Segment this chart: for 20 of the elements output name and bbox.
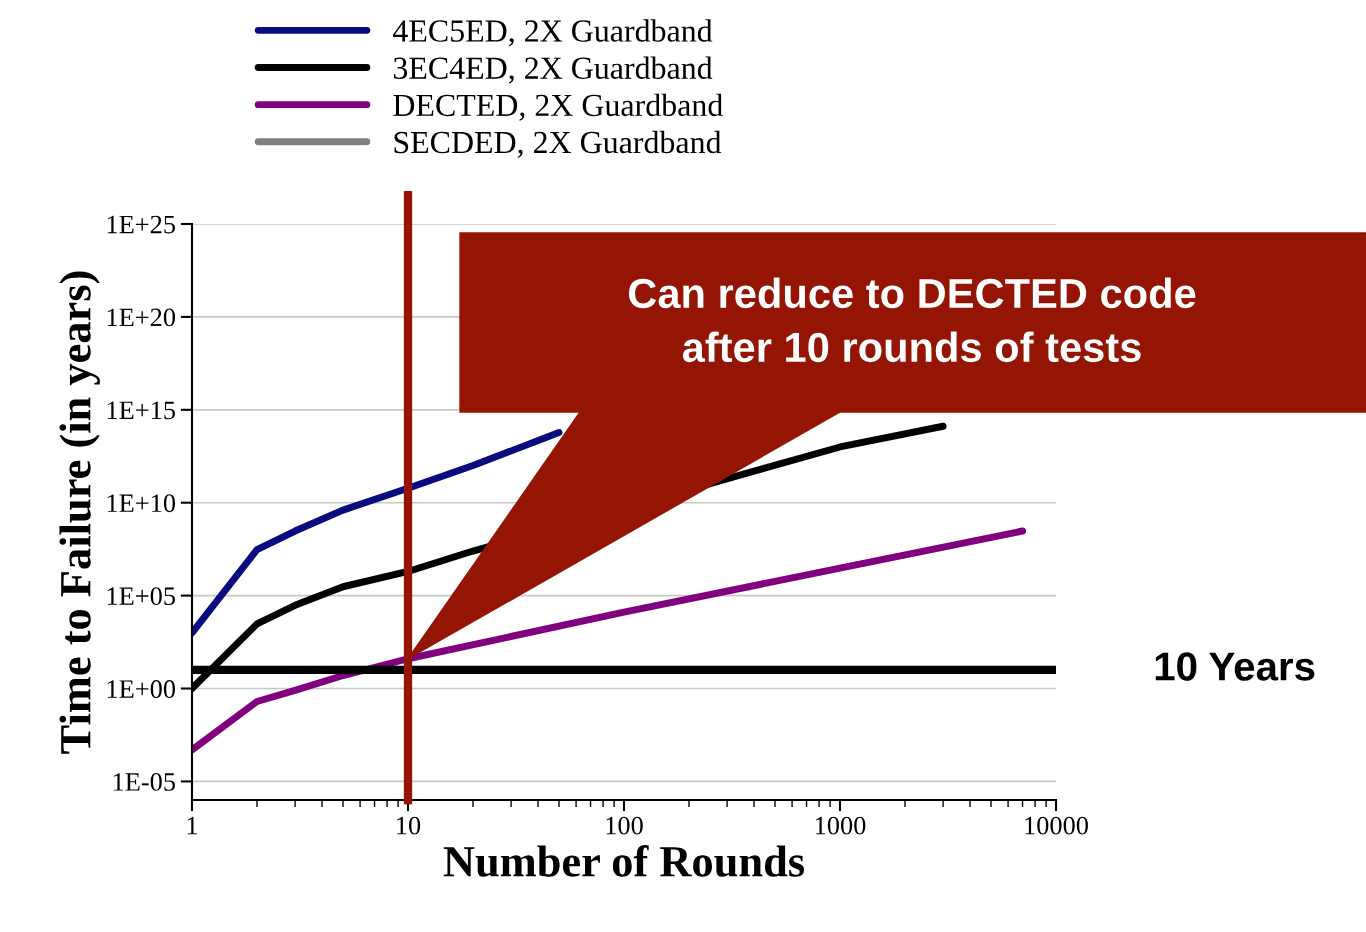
x-tick-label: 1	[187, 816, 198, 835]
y-tick-label: 1E+20	[107, 308, 176, 327]
annotation: Can reduce to DECTED code after 10 rounds of tests	[628, 277, 1196, 363]
legend-label: 4EC5ED, 2X Guardband	[393, 19, 713, 47]
x-tick-label: 100	[606, 816, 643, 835]
x-tick-label: 10	[397, 816, 421, 835]
y-tick-label: 1E+00	[107, 680, 176, 698]
x-axis-title: Number of Rounds	[443, 845, 805, 877]
y-tick-label: 1E+15	[107, 401, 175, 420]
ref-line-label: 10 Years	[1155, 652, 1315, 681]
y-tick-label: 1E+05	[107, 587, 175, 606]
x-tick-label: 10000	[1025, 816, 1088, 835]
y-axis-title: Time to Failure (in years)	[59, 271, 100, 754]
legend-label: 3EC4ED, 2X Guardband	[393, 56, 713, 84]
y-tick-label: 1E+25	[107, 215, 175, 234]
y-tick-label: 1E+10	[107, 494, 176, 513]
x-tick-label: 1000	[815, 816, 866, 835]
legend-label: DECTED, 2X Guardband	[393, 93, 723, 121]
legend-label: SECDED, 2X Guardband	[394, 130, 722, 158]
y-tick-label: 1E-05	[113, 773, 175, 791]
